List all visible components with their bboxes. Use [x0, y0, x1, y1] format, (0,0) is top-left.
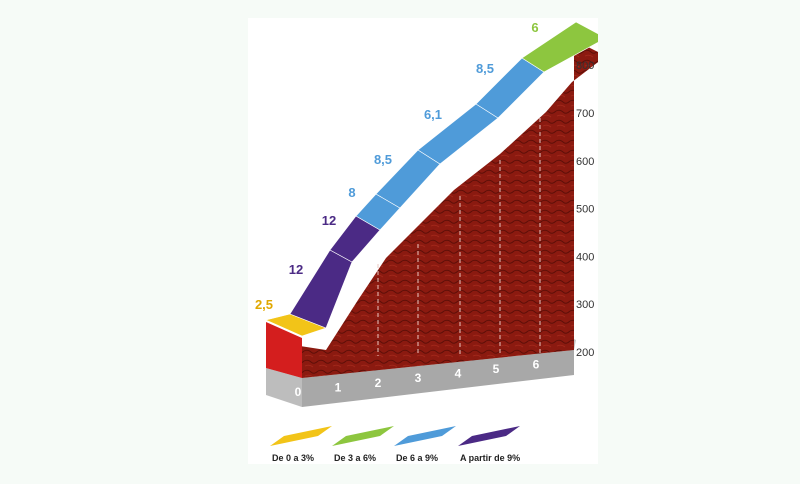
chart-panel: 2,5 12 12 8 8,5 6,1 8,5 6 200 300 400 500 600 700 800 0… [248, 18, 598, 464]
slope-label: 6 [531, 20, 538, 35]
altitude-tick-label: 500 [576, 204, 594, 216]
km-tick-label: 4 [455, 367, 462, 381]
legend-swatch [394, 426, 456, 446]
altitude-tick-label: 200 [576, 347, 594, 359]
km-tick-label: 6 [533, 357, 540, 371]
altitude-tick-label: 800 [576, 60, 594, 72]
base-left-face [266, 368, 302, 407]
km-tick-label: 1 [335, 380, 342, 394]
legend-label: De 6 a 9% [396, 453, 438, 463]
terrain-face [300, 40, 598, 378]
legend-swatch [458, 426, 520, 446]
altitude-tick-label: 600 [576, 156, 594, 168]
slope-label: 8,5 [476, 61, 494, 76]
legend-swatch [332, 426, 394, 446]
slope-label: 12 [289, 262, 303, 277]
legend-label: A partir de 9% [460, 453, 520, 463]
slope-label: 8 [348, 185, 355, 200]
legend-label: De 3 a 6% [334, 453, 376, 463]
start-block [266, 322, 302, 378]
km-tick-label: 2 [375, 376, 382, 390]
altitude-tick-label: 400 [576, 251, 594, 263]
slope-label: 12 [322, 213, 336, 228]
km-tick-label: 3 [415, 371, 422, 385]
slope-label: 6,1 [424, 107, 442, 122]
legend-label: De 0 a 3% [272, 453, 314, 463]
climb-profile-chart: 2,5121288,56,18,562003004005006007008000… [255, 20, 598, 463]
legend-swatch [270, 426, 332, 446]
slope-segment [521, 21, 598, 73]
km-tick-label: 0 [295, 385, 302, 399]
altitude-tick-label: 300 [576, 299, 594, 311]
base-front-face [302, 350, 574, 407]
altitude-tick-label: 700 [576, 108, 594, 120]
slope-label: 8,5 [374, 152, 392, 167]
slope-label: 2,5 [255, 297, 273, 312]
km-tick-label: 5 [493, 362, 500, 376]
